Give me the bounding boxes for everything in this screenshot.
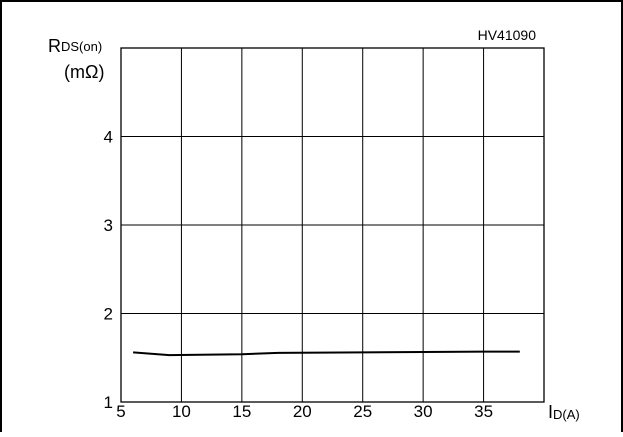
y-axis-unit: (mΩ) bbox=[64, 62, 104, 82]
tick-labels: 5 10 15 20 25 30 35 1 2 3 4 bbox=[104, 128, 494, 422]
x-tick-label: 5 bbox=[116, 402, 125, 421]
y-tick-label: 2 bbox=[104, 305, 113, 324]
x-tick-label: 15 bbox=[232, 402, 251, 421]
x-tick-label: 25 bbox=[353, 402, 372, 421]
y-axis-label-sub: DS(on) bbox=[61, 39, 102, 54]
series-line bbox=[133, 350, 520, 357]
x-tick-label: 35 bbox=[474, 402, 493, 421]
series bbox=[133, 350, 520, 357]
plot-area-border bbox=[120, 47, 545, 403]
y-tick-label: 3 bbox=[104, 216, 113, 235]
y-tick-label: 1 bbox=[104, 393, 113, 412]
y-axis-label: RDS(on) bbox=[48, 36, 102, 56]
x-tick-label: 30 bbox=[414, 402, 433, 421]
x-axis-label-sub: D(A) bbox=[553, 407, 580, 422]
y-axis-label-main: R bbox=[48, 36, 61, 56]
x-axis-label-main: I bbox=[548, 402, 553, 422]
chart-code: HV41090 bbox=[478, 27, 537, 43]
x-tick-label: 20 bbox=[293, 402, 312, 421]
y-tick-label: 4 bbox=[104, 128, 113, 147]
x-tick-label: 10 bbox=[172, 402, 191, 421]
x-axis-label: ID(A) bbox=[548, 402, 580, 422]
grid bbox=[121, 48, 544, 402]
